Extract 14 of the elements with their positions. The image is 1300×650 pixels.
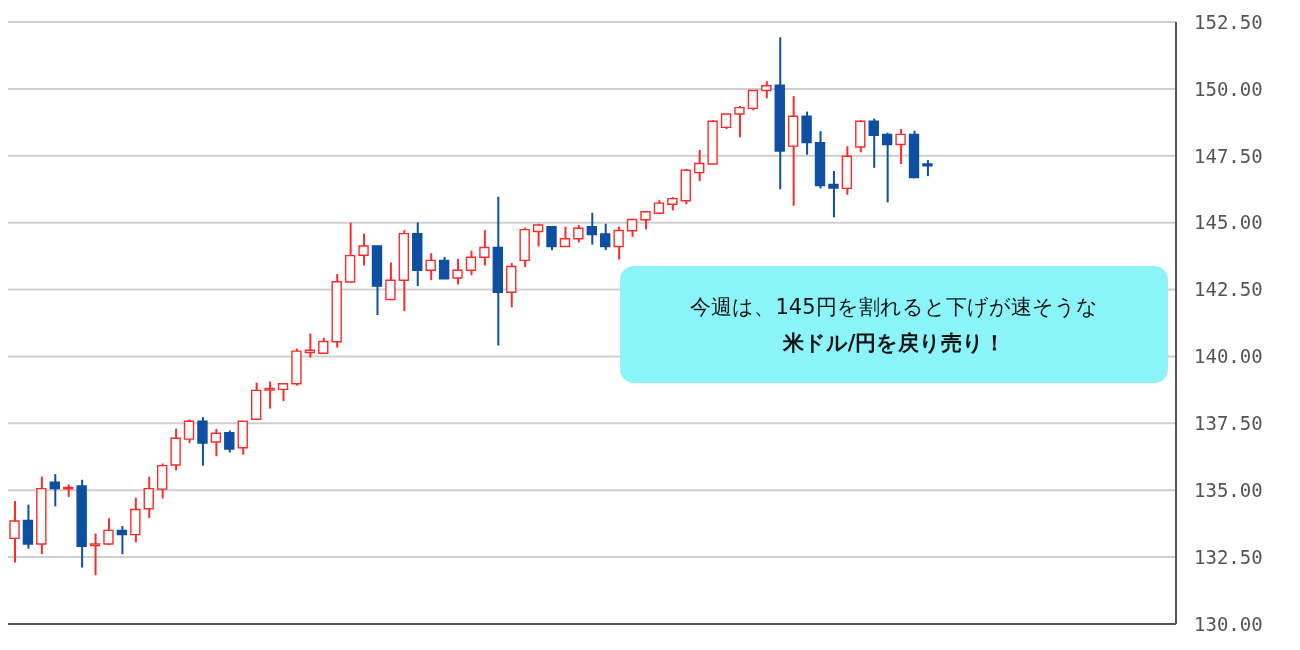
candlestick bbox=[89, 533, 101, 576]
y-tick-label: 132.50 bbox=[1194, 545, 1263, 568]
annotation: 今週は、145円を割れると下げが速そうな bbox=[690, 293, 1098, 321]
y-tick-label: 145.00 bbox=[1194, 211, 1263, 234]
annotation: 米ドル/円を戻り売り！ bbox=[782, 329, 1006, 357]
y-tick-label: 130.00 bbox=[1194, 612, 1263, 635]
y-tick-label: 137.50 bbox=[1194, 412, 1263, 435]
callout-box: 今週は、145円を割れると下げが速そうな 米ドル/円を戻り売り！ bbox=[620, 266, 1168, 383]
y-tick-label: 135.00 bbox=[1194, 478, 1263, 501]
y-tick-label: 142.50 bbox=[1194, 278, 1263, 301]
y-tick-label: 140.00 bbox=[1194, 345, 1263, 368]
y-tick-label: 147.50 bbox=[1194, 144, 1263, 167]
y-tick-label: 152.50 bbox=[1194, 10, 1263, 33]
y-tick-label: 150.00 bbox=[1194, 77, 1263, 100]
